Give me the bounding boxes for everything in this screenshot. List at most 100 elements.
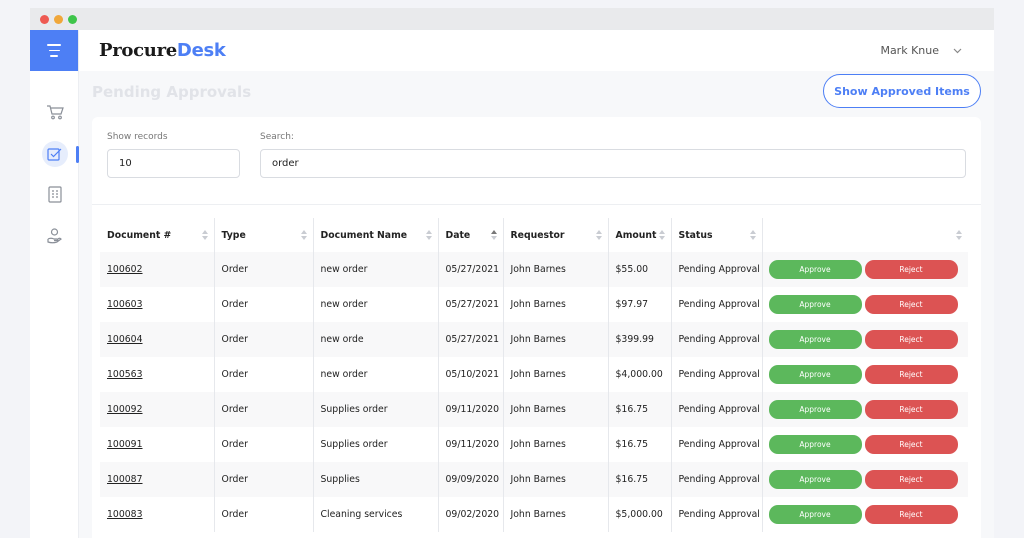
cell-actions: Approve Reject	[762, 462, 968, 497]
reject-button[interactable]: Reject	[864, 365, 958, 384]
table-row: 100091 Order Supplies order 09/11/2020 John …	[100, 427, 968, 462]
approvals-table: Document # Type Document Name Date Reque…	[100, 218, 968, 532]
cell-status: Pending Approval	[671, 252, 763, 287]
document-link[interactable]: 100602	[107, 264, 143, 275]
cell-status: Pending Approval	[671, 497, 763, 532]
cell-status: Pending Approval	[671, 392, 763, 427]
reject-button[interactable]: Reject	[864, 470, 958, 489]
sort-icon	[201, 230, 208, 240]
reject-button[interactable]: Reject	[864, 330, 958, 349]
search-input[interactable]: order	[260, 149, 966, 178]
reject-button[interactable]: Reject	[864, 295, 958, 314]
hand-money-icon	[47, 227, 62, 243]
close-window-button[interactable]	[40, 14, 49, 24]
column-header-document-name[interactable]: Document Name	[313, 218, 439, 252]
approve-button[interactable]: Approve	[768, 470, 862, 489]
document-link[interactable]: 100092	[107, 404, 143, 415]
table-row: 100087 Order Supplies 09/09/2020 John Barnes…	[100, 462, 968, 497]
app-logo[interactable]: ProcureDesk	[99, 40, 226, 61]
cell-document-number: 100083	[100, 497, 215, 532]
cell-date: 05/27/2021	[438, 322, 504, 357]
reject-button[interactable]: Reject	[864, 400, 958, 419]
reject-button[interactable]: Reject	[864, 260, 958, 279]
column-header-amount[interactable]: Amount	[608, 218, 672, 252]
minimize-window-button[interactable]	[54, 14, 63, 24]
document-link[interactable]: 100083	[107, 509, 143, 520]
cell-requestor: John Barnes	[503, 322, 609, 357]
document-link[interactable]: 100091	[107, 439, 143, 450]
cell-amount: $399.99	[608, 322, 672, 357]
top-header: ProcureDesk Mark Knue	[79, 30, 994, 71]
table-header-row: Document # Type Document Name Date Reque…	[100, 218, 968, 252]
approve-button[interactable]: Approve	[768, 365, 862, 384]
column-header-type[interactable]: Type	[214, 218, 314, 252]
document-link[interactable]: 100603	[107, 299, 143, 310]
sidebar-item-documents[interactable]	[30, 180, 79, 208]
sort-icon	[658, 230, 665, 240]
document-link[interactable]: 100604	[107, 334, 143, 345]
sort-icon	[595, 230, 602, 240]
sort-ascending-icon	[490, 230, 497, 240]
maximize-window-button[interactable]	[68, 14, 77, 24]
cell-requestor: John Barnes	[503, 357, 609, 392]
page-title: Pending Approvals	[92, 83, 252, 101]
approve-button[interactable]: Approve	[768, 505, 862, 524]
column-header-requestor[interactable]: Requestor	[503, 218, 609, 252]
column-header-date[interactable]: Date	[438, 218, 504, 252]
sidebar-item-payments[interactable]	[30, 221, 79, 249]
divider	[92, 204, 981, 205]
cell-amount: $16.75	[608, 462, 672, 497]
sidebar-item-approvals[interactable]	[30, 140, 79, 168]
approve-button[interactable]: Approve	[768, 330, 862, 349]
reject-button[interactable]: Reject	[864, 505, 958, 524]
cell-amount: $16.75	[608, 392, 672, 427]
menu-toggle-button[interactable]	[30, 30, 78, 71]
show-records-select[interactable]: 10	[107, 149, 240, 178]
approve-button[interactable]: Approve	[768, 400, 862, 419]
cell-requestor: John Barnes	[503, 287, 609, 322]
cell-actions: Approve Reject	[762, 392, 968, 427]
table-row: 100563 Order new order 05/10/2021 John Barne…	[100, 357, 968, 392]
cell-status: Pending Approval	[671, 462, 763, 497]
cell-amount: $55.00	[608, 252, 672, 287]
cell-amount: $97.97	[608, 287, 672, 322]
cell-actions: Approve Reject	[762, 287, 968, 322]
cell-actions: Approve Reject	[762, 497, 968, 532]
hamburger-icon	[47, 44, 61, 46]
column-header-document-number[interactable]: Document #	[100, 218, 215, 252]
user-menu[interactable]: Mark Knue	[880, 44, 962, 57]
cell-type: Order	[214, 427, 314, 462]
cell-document-number: 100604	[100, 322, 215, 357]
cell-document-number: 100087	[100, 462, 215, 497]
cell-amount: $4,000.00	[608, 357, 672, 392]
cell-document-name: new order	[313, 252, 439, 287]
approve-button[interactable]: Approve	[768, 260, 862, 279]
cell-document-name: new orde	[313, 322, 439, 357]
sort-icon	[956, 230, 962, 240]
column-header-status[interactable]: Status	[671, 218, 763, 252]
app-window: ProcureDesk Mark Knue Pending Approvals …	[30, 8, 994, 538]
column-header-actions[interactable]	[762, 218, 968, 252]
cell-amount: $16.75	[608, 427, 672, 462]
document-link[interactable]: 100087	[107, 474, 143, 485]
cell-date: 09/11/2020	[438, 427, 504, 462]
sort-icon	[300, 230, 307, 240]
cell-type: Order	[214, 252, 314, 287]
cell-date: 09/11/2020	[438, 392, 504, 427]
approve-button[interactable]: Approve	[768, 295, 862, 314]
approve-button[interactable]: Approve	[768, 435, 862, 454]
reject-button[interactable]: Reject	[864, 435, 958, 454]
search-label: Search:	[260, 132, 294, 142]
sidebar-item-cart[interactable]	[30, 98, 79, 126]
cell-status: Pending Approval	[671, 287, 763, 322]
show-records-label: Show records	[107, 132, 168, 142]
cell-document-number: 100091	[100, 427, 215, 462]
document-link[interactable]: 100563	[107, 369, 143, 380]
cell-type: Order	[214, 462, 314, 497]
sort-icon	[425, 230, 432, 240]
active-indicator	[76, 146, 79, 163]
chevron-down-icon	[953, 48, 962, 53]
show-approved-items-button[interactable]: Show Approved Items	[823, 74, 981, 108]
window-titlebar	[30, 8, 994, 30]
cell-document-name: Cleaning services	[313, 497, 439, 532]
